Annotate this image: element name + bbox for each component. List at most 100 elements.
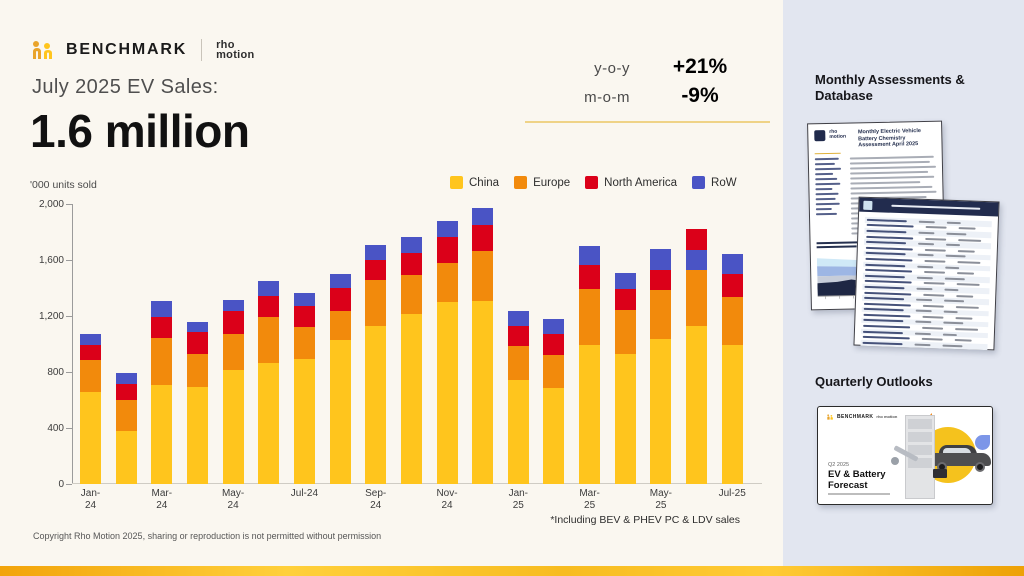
segment-Jan-25-china (507, 380, 529, 484)
segment-Feb-25-north-america (543, 333, 565, 355)
segment-Mar-25-europe (579, 288, 601, 345)
x-axis-labels: Jan- 24 Mar- 24 May- 24 Jul-24 Sep- 24 Nov- 24 Jan-… (72, 488, 762, 518)
doc3-battery-pack (933, 469, 947, 478)
mom-value: -9% (681, 84, 719, 107)
benchmark-wordmark: BENCHMARK (66, 41, 188, 58)
segment-Aug-24-europe (329, 311, 351, 340)
sidebar-section1-title: Monthly Assessments & Database (815, 72, 965, 103)
stats-block: y-o-y +21% m-o-m -9% (525, 55, 770, 123)
y-tick-label: 400 (47, 423, 64, 434)
x-tick-label: Mar- 25 (579, 488, 600, 511)
doc3-title: EV & Battery Forecast (828, 469, 886, 491)
segment-Nov-24-europe (436, 262, 458, 302)
legend-item-europe: Europe (514, 176, 570, 189)
segment-Mar-24-row (151, 301, 173, 317)
segment-Jun-25-north-america (686, 229, 708, 251)
doc2-data-table (854, 212, 998, 355)
segment-Jun-25-europe (686, 269, 708, 326)
x-tick-label: Nov- 24 (436, 488, 458, 511)
doc2-logo-icon (863, 200, 873, 210)
bar-Aug-24 (329, 274, 351, 484)
doc3-car-wheel-rear (975, 462, 985, 472)
doc1-contents-list (814, 157, 846, 239)
bar-Jan-25 (507, 311, 529, 484)
segment-Apr-24-row (186, 321, 208, 333)
segment-Mar-25-north-america (579, 264, 601, 289)
segment-Mar-25-china (579, 344, 601, 484)
doc3-brand-lockup: BENCHMARK rho motion (827, 414, 983, 420)
segment-May-25-north-america (650, 269, 672, 291)
segment-Jan-24-north-america (80, 344, 101, 361)
segment-Mar-24-china (151, 384, 173, 484)
segment-Jul-24-europe (293, 327, 315, 360)
x-tick-label: Jul-25 (718, 488, 746, 499)
doc3-benchmark-icon (827, 414, 833, 420)
rho-motion-wordmark: rho motion (216, 39, 254, 61)
legend-swatch (585, 176, 599, 189)
legend-item-row: RoW (692, 176, 737, 189)
segment-Jul-25-north-america (721, 274, 743, 298)
doc3-benchmark-wordmark: BENCHMARK (837, 414, 874, 420)
stat-row-yoy: y-o-y +21% (525, 55, 770, 84)
bar-Mar-24 (151, 301, 173, 484)
segment-Feb-25-row (543, 318, 565, 334)
legend-label: Europe (533, 176, 571, 189)
segment-Feb-25-china (543, 388, 565, 484)
database-table-thumbnail[interactable] (853, 196, 1000, 351)
segment-Apr-24-china (186, 387, 208, 484)
segment-Nov-24-china (436, 302, 458, 484)
segment-Apr-24-north-america (186, 332, 208, 354)
bar-Mar-25 (579, 246, 601, 484)
segment-Sep-24-europe (365, 279, 387, 326)
legend-item-north-america: North America (585, 176, 677, 189)
doc3-quarter-label: Q2 2025 (828, 462, 850, 468)
bar-Jul-24 (293, 292, 315, 484)
segment-Dec-24-china (472, 300, 494, 484)
segment-Apr-25-europe (614, 310, 636, 354)
doc3-car-window (943, 448, 971, 455)
legend-item-china: China (450, 176, 499, 189)
legend-swatch (514, 176, 528, 189)
bar-Nov-24 (436, 220, 458, 484)
x-tick-label: Jul-24 (290, 488, 319, 499)
x-tick-label: May- 25 (649, 488, 672, 511)
bar-Jun-24 (258, 281, 280, 484)
segment-Oct-24-china (400, 313, 422, 484)
bar-Jan-24 (80, 333, 101, 484)
page-title: July 2025 EV Sales: (32, 76, 219, 98)
doc1-header: rho motion Monthly Electric Vehicle Batte… (814, 128, 935, 150)
segment-Sep-24-china (365, 325, 387, 484)
segment-Jul-24-china (293, 359, 315, 484)
x-tick-label: Jan- 25 (508, 488, 529, 511)
legend-label: China (469, 176, 500, 189)
segment-Aug-24-north-america (329, 288, 351, 312)
stat-row-mom: m-o-m -9% (525, 84, 770, 113)
segment-Mar-24-north-america (151, 316, 173, 339)
logo-divider (201, 39, 203, 61)
mom-label: m-o-m (584, 89, 630, 106)
segment-Jan-25-north-america (507, 325, 529, 347)
legend-label: RoW (711, 176, 737, 189)
legend-label: North America (604, 176, 678, 189)
sidebar: Monthly Assessments & Database rho motion… (783, 0, 1024, 576)
bar-Feb-24 (115, 372, 137, 484)
segment-Feb-24-row (115, 372, 137, 384)
y-tick (66, 315, 72, 317)
segment-Dec-24-north-america (472, 225, 494, 251)
rho-line1: rho (216, 39, 235, 51)
y-tick (66, 427, 72, 429)
yoy-label: y-o-y (594, 60, 630, 77)
y-tick (66, 483, 72, 485)
segment-Jun-24-china (258, 362, 280, 484)
y-tick (66, 259, 72, 261)
quarterly-outlook-thumbnail[interactable]: BENCHMARK rho motion Q2 2025 (817, 406, 993, 505)
y-tick-label: 800 (47, 367, 64, 378)
segment-Jan-24-china (80, 391, 101, 484)
x-tick-label: Jan- 24 (80, 488, 101, 511)
headline-value: 1.6 million (30, 105, 250, 157)
segment-Apr-24-europe (186, 353, 208, 388)
segment-Feb-24-china (115, 430, 137, 484)
segment-Sep-24-north-america (365, 260, 387, 280)
bar-May-25 (650, 248, 672, 484)
